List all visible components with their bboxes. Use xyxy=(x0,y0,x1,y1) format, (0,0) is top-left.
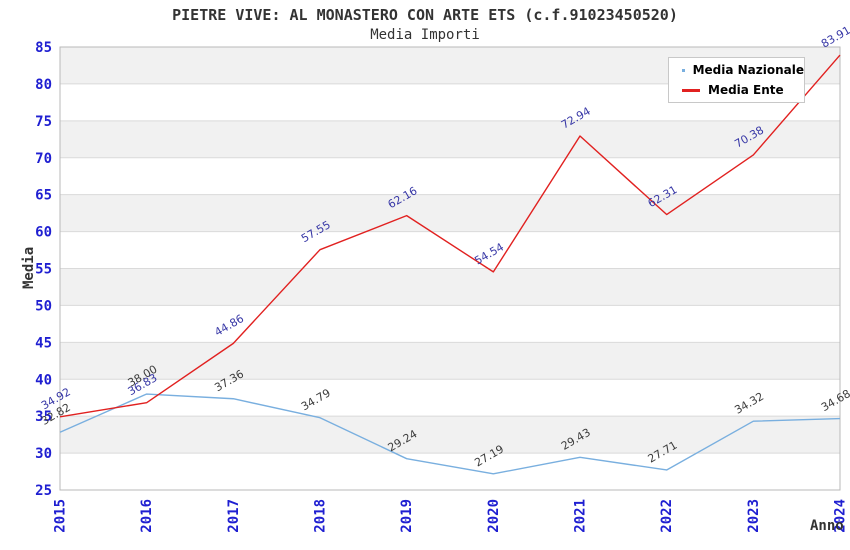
y-tick-label: 50 xyxy=(35,298,52,314)
y-grid-band xyxy=(60,231,840,269)
x-tick-label: 2022 xyxy=(659,499,675,533)
y-grid-band xyxy=(60,268,840,306)
y-grid-band xyxy=(60,120,840,158)
y-grid-band xyxy=(60,194,840,232)
legend-swatch-ente-icon xyxy=(682,88,700,92)
x-tick-label: 2019 xyxy=(399,499,415,533)
legend-label-nazionale: Media Nazionale xyxy=(692,63,804,77)
x-tick-label: 2024 xyxy=(833,499,849,533)
chart-title: PIETRE VIVE: AL MONASTERO CON ARTE ETS (… xyxy=(172,6,678,24)
legend: Media Nazionale Media Ente xyxy=(668,57,805,103)
x-tick-label: 2018 xyxy=(313,499,329,533)
y-grid-band xyxy=(60,416,840,454)
y-tick-label: 55 xyxy=(35,262,52,278)
y-tick-label: 40 xyxy=(35,372,52,388)
series-line-media-nazionale xyxy=(59,393,841,475)
y-tick-label: 85 xyxy=(35,40,52,56)
y-tick-label: 70 xyxy=(35,151,52,167)
legend-item-media-nazionale: Media Nazionale xyxy=(669,63,804,77)
y-tick-label: 30 xyxy=(35,446,52,462)
y-axis-label: Media xyxy=(21,246,37,289)
y-grid-band xyxy=(60,379,840,417)
y-grid-band xyxy=(60,342,840,380)
legend-item-media-ente: Media Ente xyxy=(669,83,804,97)
y-grid-band xyxy=(60,157,840,195)
y-tick-label: 60 xyxy=(35,225,52,241)
y-tick-label: 25 xyxy=(35,483,52,499)
plot-border xyxy=(59,46,841,491)
x-tick-label: 2020 xyxy=(486,499,502,533)
x-axis-label: Anno xyxy=(810,518,844,534)
y-tick-label: 65 xyxy=(35,188,52,204)
y-tick-label: 35 xyxy=(35,409,52,425)
y-grid-band xyxy=(60,305,840,343)
x-tick-label: 2023 xyxy=(746,499,762,533)
x-tick-label: 2021 xyxy=(573,499,589,533)
series-line-media-ente xyxy=(59,54,841,418)
chart-subtitle: Media Importi xyxy=(370,27,480,43)
x-tick-label: 2017 xyxy=(226,499,242,533)
legend-label-ente: Media Ente xyxy=(708,83,784,97)
legend-swatch-nazionale-icon xyxy=(682,68,685,72)
y-tick-label: 75 xyxy=(35,114,52,130)
x-tick-label: 2016 xyxy=(139,499,155,533)
y-grid-band xyxy=(60,453,840,490)
x-tick-label: 2015 xyxy=(53,499,69,533)
y-tick-label: 80 xyxy=(35,77,52,93)
y-tick-label: 45 xyxy=(35,335,52,351)
